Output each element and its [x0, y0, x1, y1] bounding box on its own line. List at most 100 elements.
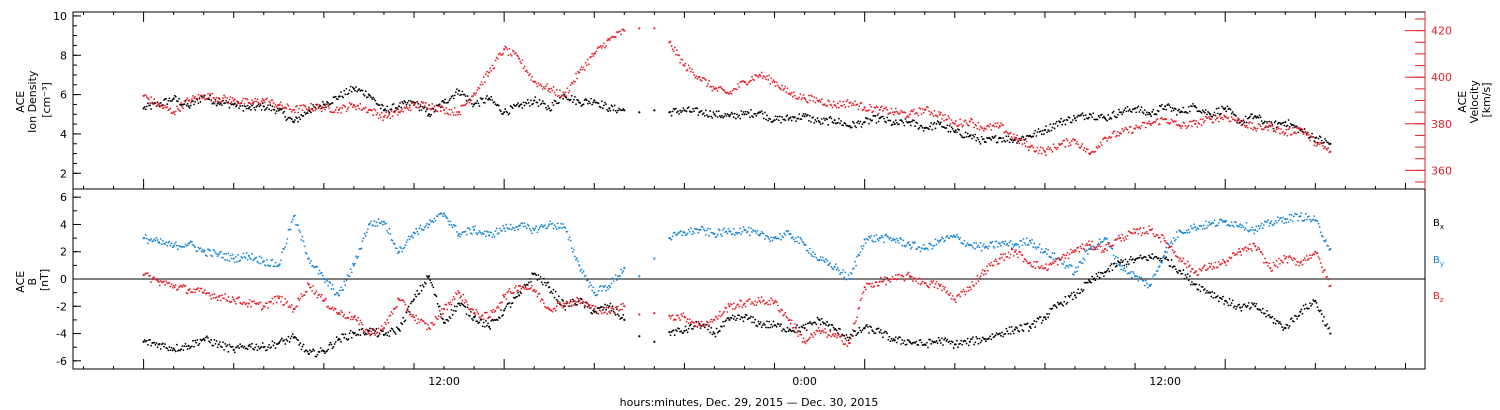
data-point-interp	[1290, 133, 1293, 136]
data-point-interp	[1009, 239, 1012, 242]
data-point-interp	[885, 121, 888, 124]
data-point-interp	[291, 333, 294, 335]
data-point-interp	[1215, 107, 1218, 110]
data-point-interp	[148, 98, 150, 101]
data-point-interp	[767, 78, 769, 81]
data-point-interp	[211, 102, 214, 105]
data-point-interp	[445, 216, 448, 218]
data-point-interp	[460, 295, 463, 298]
data-point-interp	[674, 53, 677, 56]
data-point-interp	[1126, 105, 1129, 108]
data-point-interp	[516, 103, 518, 106]
data-point-interp	[1073, 291, 1075, 294]
data-point-interp	[1032, 246, 1035, 248]
data-point-interp	[465, 99, 468, 102]
data-point-interp	[1006, 330, 1009, 333]
data-point-interp	[680, 313, 683, 316]
data-point	[503, 48, 506, 51]
data-point-interp	[1115, 264, 1118, 267]
data-point-interp	[1086, 148, 1089, 151]
data-point-interp	[224, 102, 227, 104]
data-point-interp	[146, 97, 149, 99]
data-point-interp	[179, 110, 181, 113]
x-tick-label: 0:00	[792, 375, 817, 388]
data-point-interp	[530, 99, 532, 102]
data-point	[1209, 291, 1212, 294]
data-point-interp	[780, 88, 782, 91]
data-point-interp	[1017, 140, 1020, 143]
data-point-interp	[385, 109, 388, 112]
data-point-interp	[684, 316, 687, 319]
data-point-interp	[206, 335, 208, 338]
data-point-interp	[400, 322, 403, 324]
data-point-interp	[504, 45, 507, 48]
data-point-interp	[1094, 150, 1097, 153]
data-point-interp	[483, 325, 486, 328]
data-point-interp	[1067, 144, 1070, 147]
data-point-interp	[430, 113, 433, 116]
data-point-interp	[489, 67, 492, 70]
data-point-interp	[476, 89, 479, 91]
data-point-interp	[233, 98, 236, 101]
data-point-interp	[297, 297, 300, 300]
data-point-interp	[974, 247, 977, 250]
data-point-interp	[348, 332, 351, 335]
data-point-interp	[714, 315, 717, 318]
data-point-interp	[1216, 112, 1219, 115]
data-point-interp	[1008, 326, 1011, 329]
data-point-interp	[456, 111, 458, 113]
data-point-interp	[1319, 231, 1322, 234]
data-point-interp	[699, 228, 702, 231]
data-point-interp	[545, 284, 547, 287]
data-point-interp	[1128, 272, 1131, 275]
data-point-interp	[850, 272, 853, 275]
data-point-interp	[851, 102, 854, 105]
data-point-interp	[372, 224, 375, 227]
data-point	[1269, 221, 1272, 225]
data-point-interp	[163, 280, 165, 283]
data-point-interp	[1158, 259, 1161, 262]
data-point-interp	[469, 99, 472, 101]
data-point-interp	[1307, 307, 1310, 310]
data-point-interp	[295, 337, 297, 339]
data-point-interp	[1135, 124, 1138, 127]
data-point-interp	[1038, 243, 1041, 246]
data-point-interp	[980, 135, 983, 138]
data-point-interp	[993, 136, 996, 139]
data-point-interp	[821, 321, 824, 323]
data-point-interp	[374, 99, 377, 102]
data-point-interp	[173, 243, 176, 245]
data-point-interp	[916, 122, 919, 124]
data-point-interp	[900, 109, 903, 112]
data-point-interp	[853, 104, 855, 106]
data-point-interp	[736, 88, 738, 91]
data-point-interp	[412, 101, 414, 104]
data-point	[983, 337, 986, 341]
data-point-interp	[1062, 304, 1065, 307]
data-point-interp	[434, 219, 437, 222]
data-point-interp	[387, 110, 390, 112]
data-point-interp	[678, 112, 680, 115]
data-point	[578, 299, 581, 302]
data-point-interp	[950, 126, 953, 129]
data-point-interp	[836, 102, 839, 105]
data-point-interp	[930, 342, 933, 345]
data-point-interp	[572, 98, 575, 101]
data-point-interp	[369, 94, 371, 97]
data-point-interp	[724, 113, 727, 115]
data-point-interp	[272, 302, 275, 305]
data-point-interp	[1321, 320, 1324, 323]
data-point-interp	[441, 105, 443, 107]
data-point-interp	[461, 90, 464, 93]
data-point-interp	[575, 258, 577, 261]
data-point-interp	[935, 243, 938, 246]
data-point-interp	[1258, 114, 1261, 117]
data-point-interp	[402, 299, 405, 302]
data-point	[998, 332, 1001, 335]
data-point-interp	[1139, 127, 1142, 130]
data-point-interp	[332, 288, 335, 291]
data-point-interp	[913, 108, 915, 111]
data-point-interp	[399, 111, 401, 114]
data-point-interp	[403, 100, 406, 102]
data-point-interp	[820, 259, 823, 262]
